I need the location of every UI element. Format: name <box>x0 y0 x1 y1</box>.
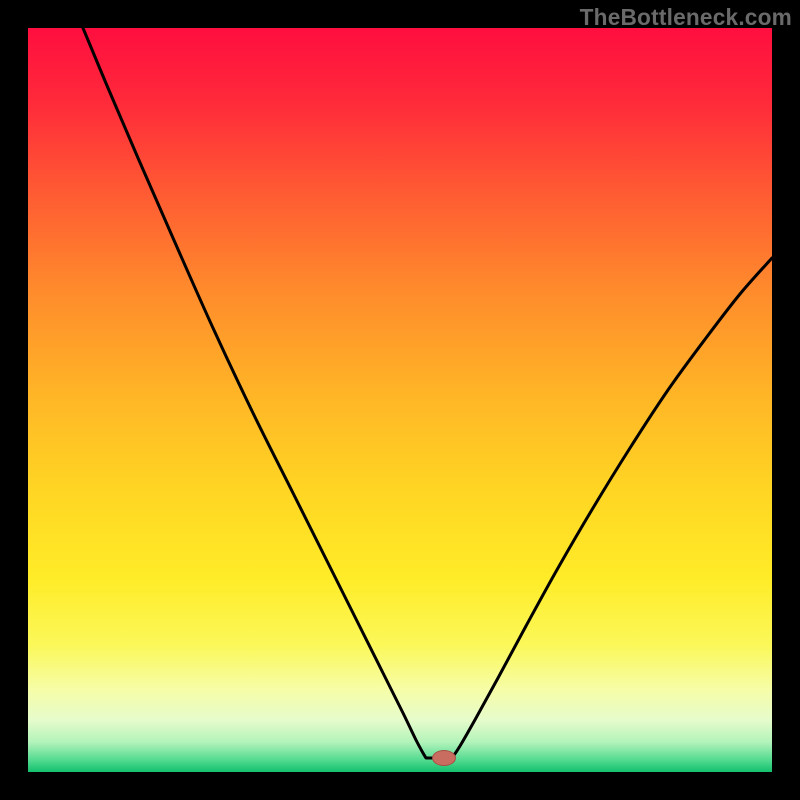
bottleneck-curve <box>28 28 772 772</box>
optimal-point-marker <box>432 750 456 766</box>
chart-container: TheBottleneck.com <box>0 0 800 800</box>
plot-area <box>28 28 772 772</box>
watermark-text: TheBottleneck.com <box>580 4 792 31</box>
